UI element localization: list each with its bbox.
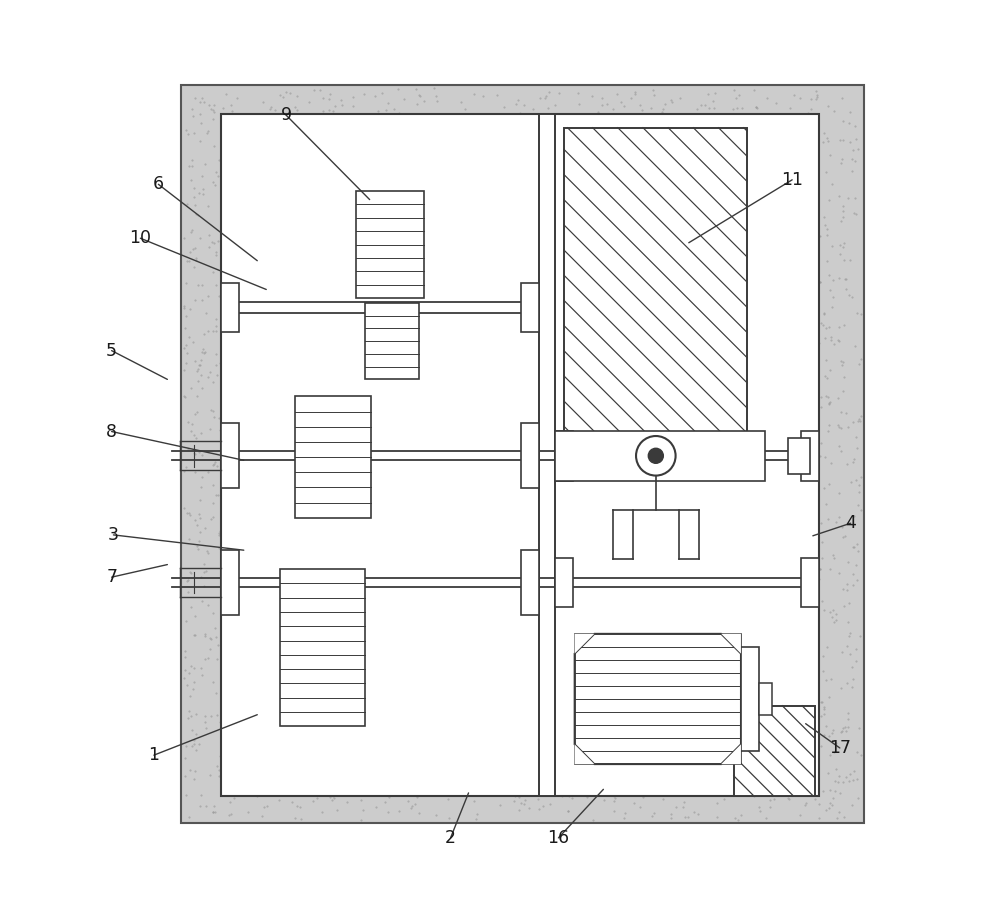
Bar xyxy=(564,128,747,451)
Bar xyxy=(539,114,555,796)
Bar xyxy=(734,706,815,796)
Text: 10: 10 xyxy=(129,229,151,247)
Text: 8: 8 xyxy=(106,423,117,441)
Bar xyxy=(801,432,819,480)
Bar xyxy=(788,438,810,474)
Text: 17: 17 xyxy=(829,739,851,757)
Polygon shape xyxy=(721,634,741,654)
Bar xyxy=(356,191,424,298)
Bar xyxy=(181,85,864,823)
Bar xyxy=(555,432,573,480)
Text: 3: 3 xyxy=(108,526,119,544)
Bar xyxy=(365,303,419,379)
Bar xyxy=(741,647,759,751)
Bar xyxy=(521,282,539,332)
Bar xyxy=(521,423,539,488)
Text: 7: 7 xyxy=(106,568,117,586)
Text: 6: 6 xyxy=(153,175,164,193)
Bar xyxy=(555,557,573,608)
Polygon shape xyxy=(575,744,594,764)
Bar xyxy=(221,282,239,332)
Polygon shape xyxy=(721,744,741,764)
Bar xyxy=(575,634,741,764)
Bar xyxy=(801,557,819,608)
Bar xyxy=(295,396,371,518)
Bar xyxy=(521,550,539,615)
Polygon shape xyxy=(575,634,594,654)
Bar xyxy=(280,569,365,726)
Bar xyxy=(221,114,819,796)
Bar xyxy=(221,423,239,488)
Circle shape xyxy=(648,449,663,463)
Text: 16: 16 xyxy=(547,829,569,847)
Text: 4: 4 xyxy=(845,514,856,532)
Bar xyxy=(555,431,765,481)
Text: 2: 2 xyxy=(445,829,456,847)
Text: 11: 11 xyxy=(781,171,803,189)
Circle shape xyxy=(636,436,676,476)
Text: 9: 9 xyxy=(280,106,292,124)
Bar xyxy=(759,683,772,716)
Bar xyxy=(221,550,239,615)
Text: 1: 1 xyxy=(148,746,159,764)
Text: 5: 5 xyxy=(106,342,117,360)
